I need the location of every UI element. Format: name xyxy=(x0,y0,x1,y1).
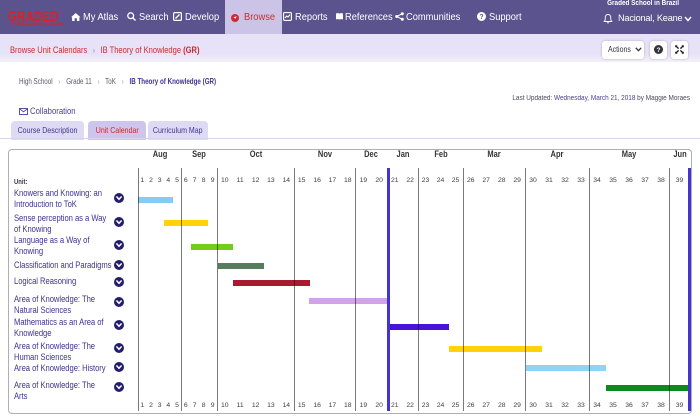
svg-text:?: ? xyxy=(479,14,483,21)
svg-text:?: ? xyxy=(656,47,660,54)
